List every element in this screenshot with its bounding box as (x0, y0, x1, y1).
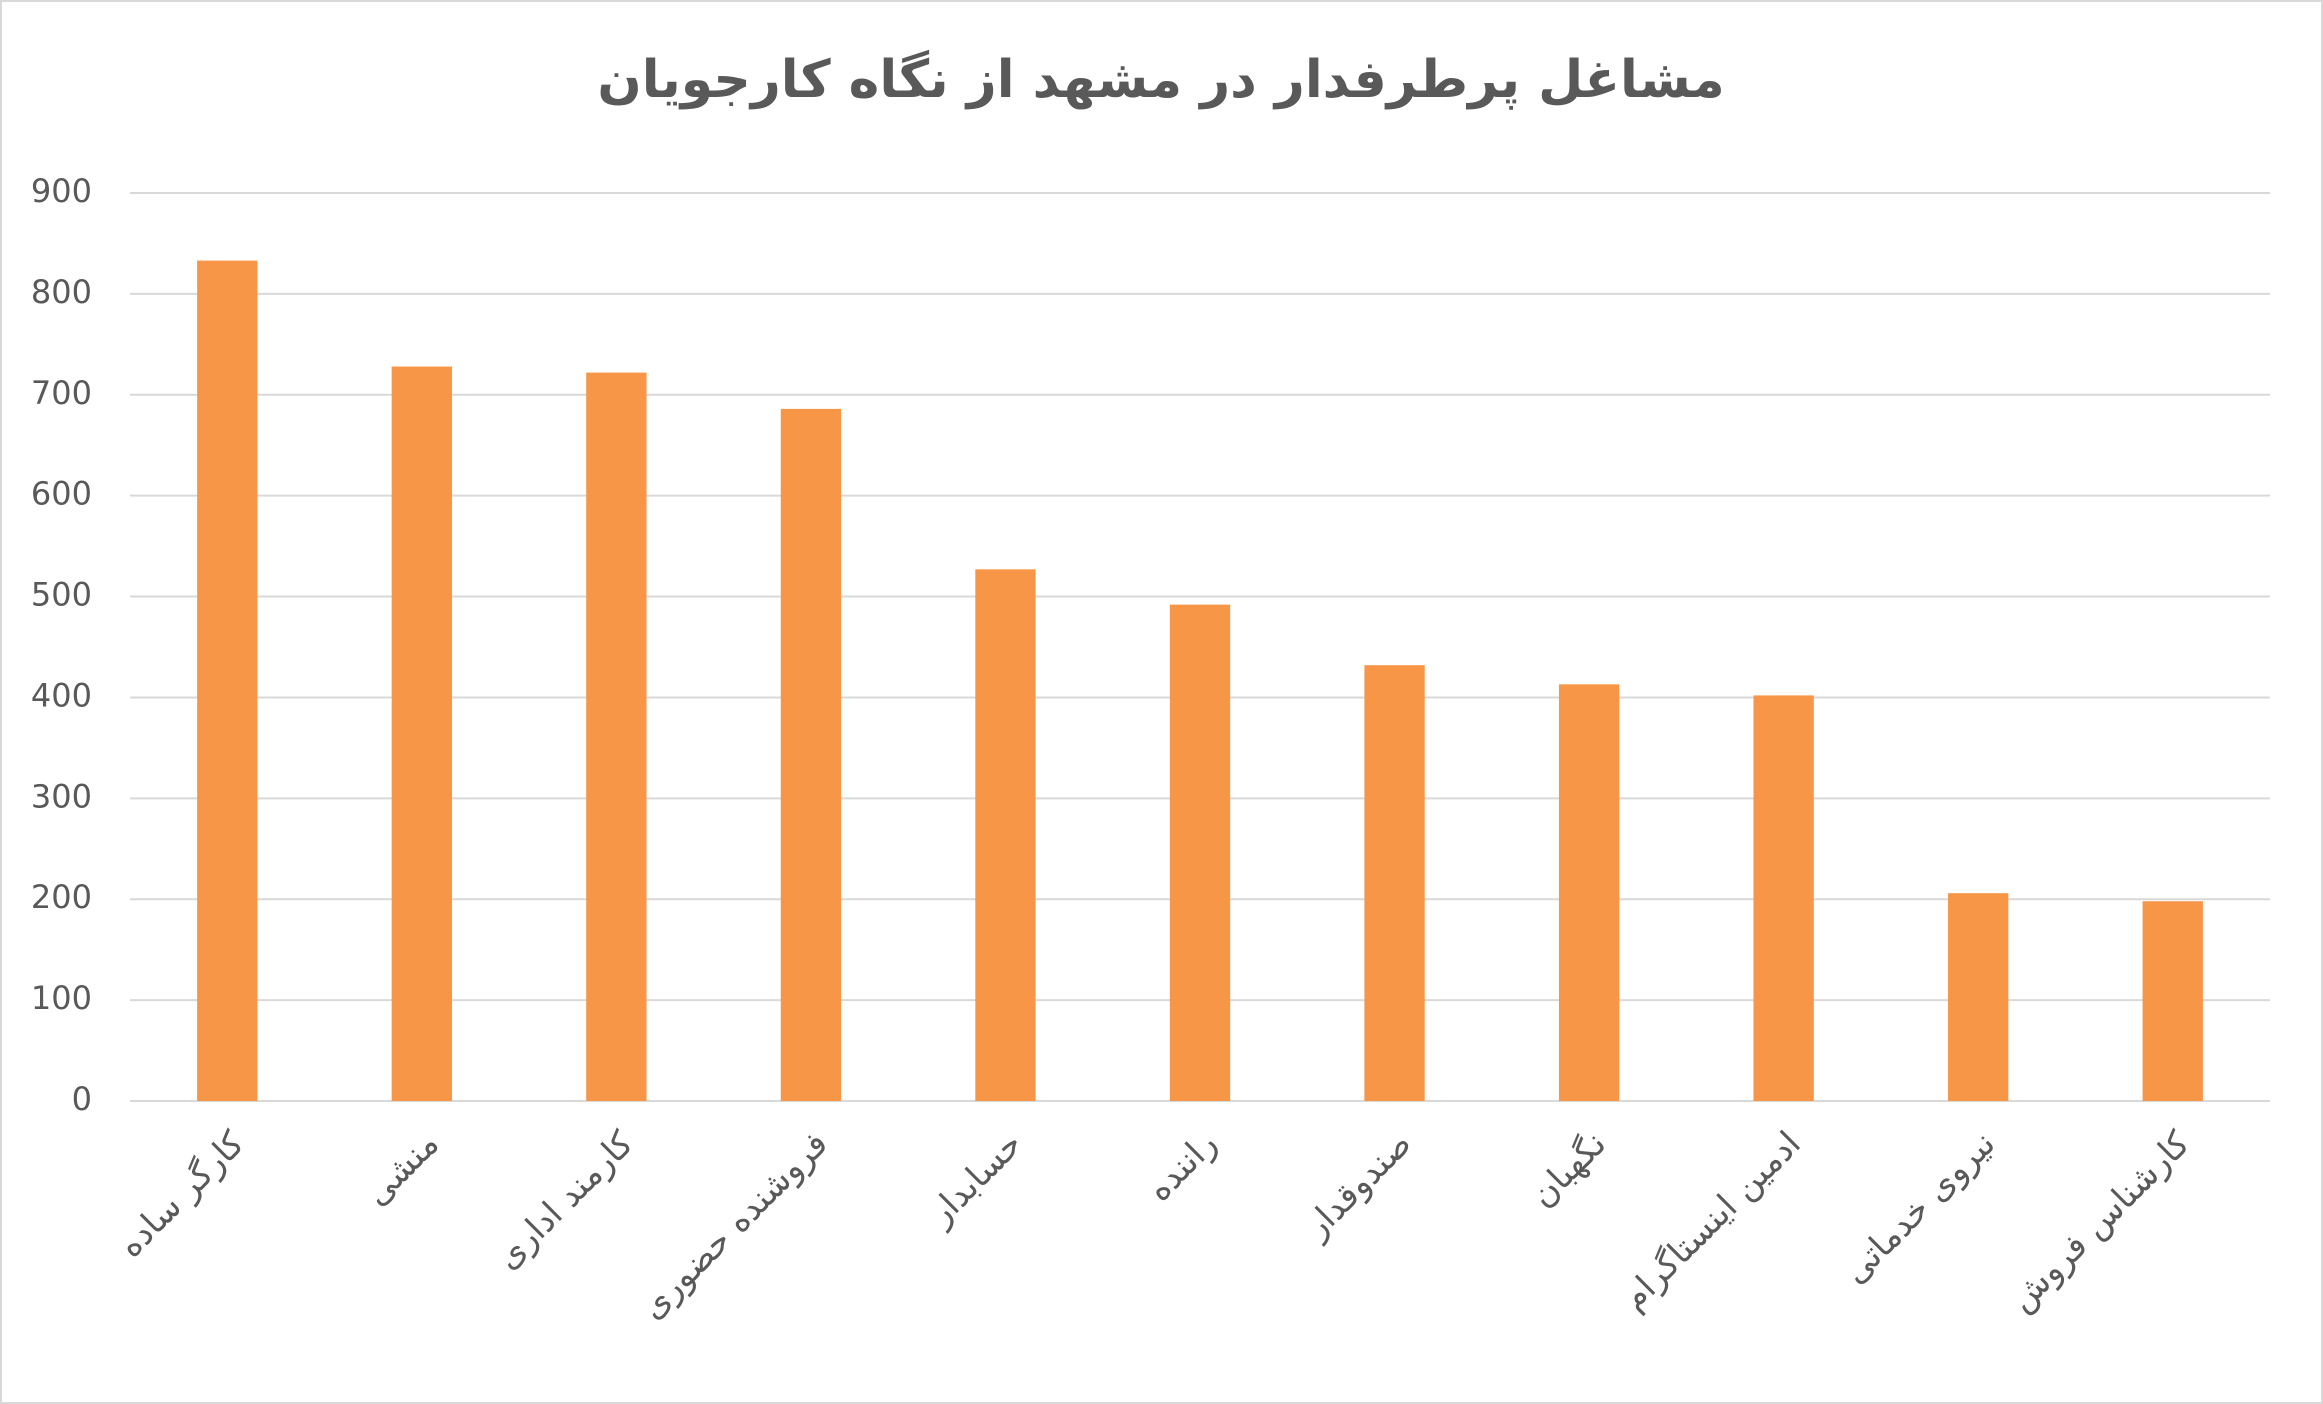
bar (780, 408, 842, 1101)
bar (1169, 604, 1231, 1101)
y-tick-label: 900 (31, 172, 92, 210)
y-tick-label: 200 (31, 878, 92, 916)
y-tick-label: 600 (31, 475, 92, 513)
bar (586, 372, 647, 1101)
y-tick-label: 800 (31, 273, 92, 311)
bar (1948, 893, 2009, 1101)
bar (1753, 695, 1814, 1101)
y-tick-label: 300 (31, 777, 92, 815)
y-tick-label: 100 (31, 979, 92, 1017)
chart-title: مشاغل پرطرفدار در مشهد از نگاه کارجویان (597, 49, 1724, 110)
y-tick-label: 700 (31, 374, 92, 412)
bar (1558, 684, 1620, 1101)
bar (391, 366, 452, 1101)
bar (197, 260, 258, 1101)
bar (1364, 665, 1425, 1101)
y-tick-label: 400 (31, 676, 92, 714)
y-tick-label: 500 (31, 576, 92, 614)
y-tick-label: 0 (72, 1080, 92, 1118)
bar (975, 569, 1036, 1101)
bar (2142, 901, 2203, 1101)
